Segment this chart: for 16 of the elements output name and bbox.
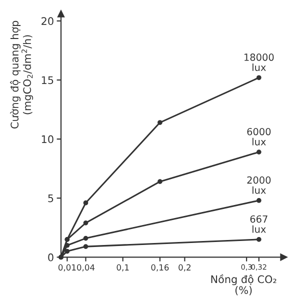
y-tick-label: 10 xyxy=(42,135,54,144)
series-label: 2000 lux xyxy=(247,176,271,194)
x-tick-label: 0,16 xyxy=(151,264,169,272)
x-axis-title: Nồng độ CO₂ (%) xyxy=(211,274,276,296)
x-tick-label: 0,01 xyxy=(58,264,76,272)
y-tick-label: 0 xyxy=(48,253,54,262)
y-tick-label: 20 xyxy=(42,17,54,26)
x-tick-label: 0,2 xyxy=(178,264,190,272)
series-label: 6000 lux xyxy=(247,128,271,146)
x-tick-label: 0,1 xyxy=(116,264,129,272)
y-tick-label: 5 xyxy=(48,194,54,202)
series-label: 667 lux xyxy=(250,215,268,233)
series-label: 18000 lux xyxy=(244,54,274,72)
x-tick-label: 0,04 xyxy=(77,264,95,272)
y-axis-title: Cường độ quang hợp (mgCO$_{2}$/dm$^{2}$/h) xyxy=(10,20,34,128)
y-tick-label: 15 xyxy=(42,76,54,84)
